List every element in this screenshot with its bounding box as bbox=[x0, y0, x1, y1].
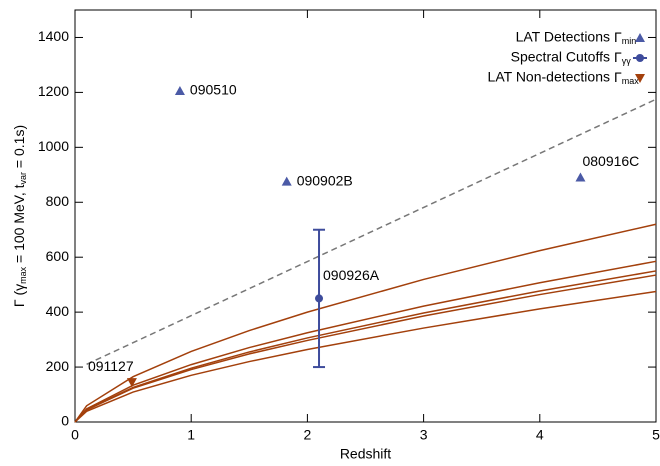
x-tick-label: 1 bbox=[187, 427, 195, 443]
curve bbox=[74, 260, 657, 423]
y-tick-label: 0 bbox=[61, 413, 69, 429]
y-axis-label-sub: var bbox=[18, 172, 28, 185]
point-label: 090926A bbox=[323, 267, 380, 283]
legend-label: Spectral Cutoffs bbox=[511, 49, 610, 65]
marker bbox=[575, 172, 586, 182]
legend-label: LAT Non-detections bbox=[488, 69, 610, 85]
legend-symbol: Γmin bbox=[614, 29, 636, 47]
y-axis-label-part: = 0.1s) bbox=[11, 125, 27, 172]
curve bbox=[74, 223, 657, 423]
legend-symbol-main: Γ bbox=[614, 29, 622, 45]
plot-frame bbox=[74, 9, 657, 423]
curve bbox=[74, 290, 657, 423]
curve bbox=[74, 270, 657, 423]
point-label: 090510 bbox=[190, 82, 237, 98]
dashed-line bbox=[86, 98, 657, 365]
y-axis-label-part: Γ (γ bbox=[11, 284, 27, 307]
x-tick-label: 4 bbox=[536, 427, 544, 443]
legend-symbol-sub: γγ bbox=[622, 56, 632, 66]
legend-symbol-sub: min bbox=[622, 36, 637, 46]
marker bbox=[126, 378, 137, 388]
legend-label: LAT Detections bbox=[516, 29, 610, 45]
y-tick-label: 800 bbox=[46, 193, 70, 209]
curve bbox=[74, 274, 657, 423]
y-tick-label: 400 bbox=[46, 303, 70, 319]
legend-marker bbox=[635, 74, 645, 83]
legend-symbol-sub: max bbox=[622, 76, 640, 86]
x-tick-label: 2 bbox=[304, 427, 312, 443]
point-label: 091127 bbox=[88, 358, 134, 374]
y-tick-label: 600 bbox=[46, 248, 70, 264]
point-label: 090902B bbox=[297, 172, 353, 188]
y-tick-label: 200 bbox=[46, 358, 70, 374]
x-axis-label: Redshift bbox=[340, 446, 391, 462]
y-axis-label: Γ (γmax = 100 MeV, tvar = 0.1s) bbox=[11, 125, 29, 307]
point-label: 080916C bbox=[582, 153, 639, 169]
x-tick-label: 5 bbox=[652, 427, 660, 443]
y-tick-label: 1400 bbox=[38, 28, 69, 44]
legend-symbol: Γmax bbox=[614, 69, 639, 87]
marker bbox=[281, 176, 292, 186]
x-tick-label: 3 bbox=[420, 427, 428, 443]
marker bbox=[174, 86, 185, 96]
legend-marker bbox=[635, 33, 645, 42]
y-tick-label: 1000 bbox=[38, 138, 69, 154]
y-axis-label-part: = 100 MeV, t bbox=[11, 184, 27, 266]
marker bbox=[315, 294, 324, 303]
y-axis-label-sub: max bbox=[18, 266, 28, 284]
legend-symbol-main: Γ bbox=[614, 69, 622, 85]
legend-symbol-main: Γ bbox=[614, 49, 622, 65]
legend-symbol: Γγγ bbox=[614, 49, 631, 67]
x-tick-label: 0 bbox=[71, 427, 79, 443]
y-tick-label: 1200 bbox=[38, 83, 69, 99]
